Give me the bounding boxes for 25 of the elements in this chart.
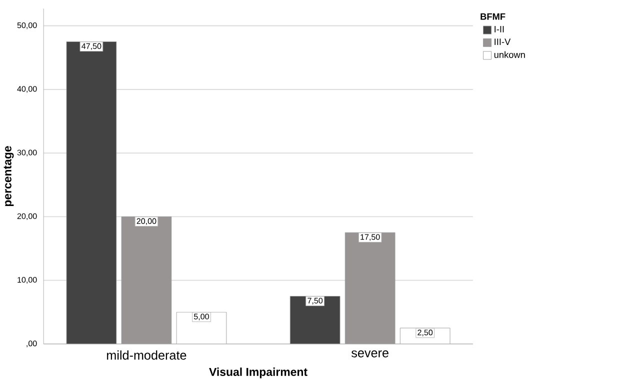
x-tick-label: severe bbox=[352, 350, 388, 358]
y-tick-label: 30,00 bbox=[17, 150, 37, 157]
bar bbox=[344, 232, 396, 344]
bar bbox=[66, 42, 117, 344]
data-label: 5,00 bbox=[194, 314, 209, 321]
bar bbox=[176, 312, 227, 344]
y-axis-title: percentage bbox=[4, 146, 14, 206]
y-tick-label: 40,00 bbox=[17, 86, 37, 93]
x-axis-title: Visual Impairment bbox=[209, 368, 308, 378]
y-tick-label: 20,00 bbox=[17, 214, 37, 220]
x-tick-label: mild-moderate bbox=[107, 350, 186, 360]
legend-label: III-V bbox=[494, 38, 511, 46]
legend-title: BFMF bbox=[480, 14, 506, 20]
bar bbox=[121, 216, 172, 344]
legend-label: unkown bbox=[494, 51, 525, 58]
y-tick-label: 50,00 bbox=[17, 22, 37, 30]
data-label: 17,50 bbox=[360, 234, 380, 241]
data-label: 20,00 bbox=[136, 218, 156, 226]
y-tick-label: ,00 bbox=[26, 340, 37, 348]
bar bbox=[290, 296, 340, 344]
data-label: 2,50 bbox=[418, 330, 433, 336]
legend-label: I-II bbox=[494, 26, 504, 32]
data-label: 7,50 bbox=[308, 298, 323, 305]
data-label: 47,50 bbox=[82, 43, 102, 50]
y-tick-label: 10,00 bbox=[18, 277, 37, 284]
